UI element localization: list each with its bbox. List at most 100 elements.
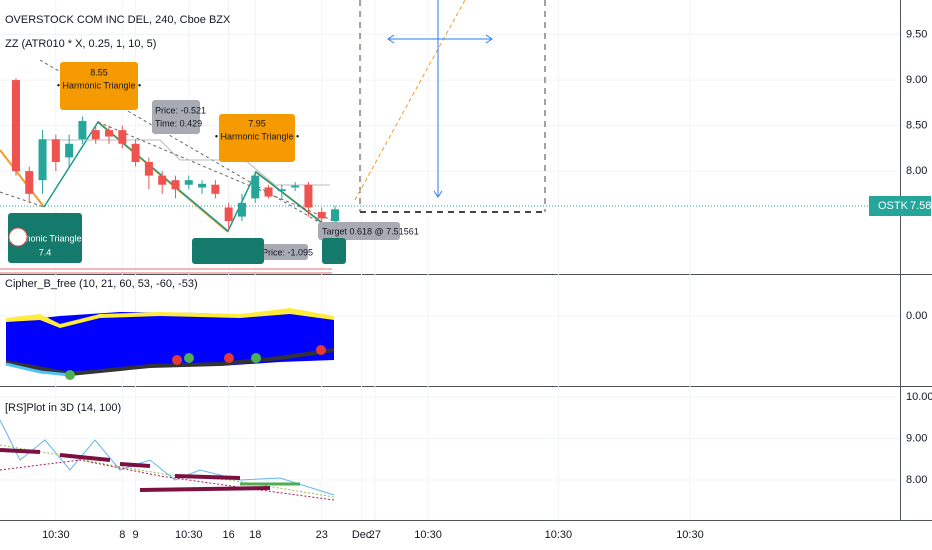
rs-bar: [139, 486, 271, 492]
x-tick-label: 18: [249, 529, 261, 541]
rs-bar: [119, 462, 151, 468]
callout-text: 7.95: [248, 118, 266, 128]
rs-bar: [174, 474, 241, 480]
candle-body: [118, 130, 127, 144]
callout: [152, 100, 200, 134]
candle-body: [184, 180, 193, 185]
signal-dot: [184, 353, 194, 363]
callout-text: • Harmonic Triangle •: [57, 80, 141, 90]
rs-line: [0, 459, 335, 501]
candle-body: [65, 143, 74, 158]
wave-area: [6, 308, 334, 328]
candle-body: [51, 139, 60, 162]
signal-dot: [316, 345, 326, 355]
y-tick-label: 8.00: [906, 165, 927, 177]
x-tick-label: 10:30: [545, 529, 573, 541]
candle-body: [78, 121, 87, 140]
callout: [219, 114, 295, 162]
candle-body: [237, 202, 246, 217]
signal-dot: [65, 370, 75, 380]
money-flow: [5, 362, 71, 377]
rs-bar: [59, 453, 111, 462]
indicator-title: Cipher_B_free (10, 21, 60, 53, -60, -53): [5, 278, 198, 290]
projection: [0, 191, 45, 208]
callout-text: • Harmonic Triangle •: [3, 233, 87, 243]
callout: [60, 62, 138, 110]
callout-text: 7.4: [39, 247, 52, 257]
wave-area: [6, 310, 334, 372]
y-tick-label: 10.00: [906, 391, 932, 403]
callout-text: • Harmonic Triangle •: [215, 131, 299, 141]
cipher-drawing: [0, 268, 335, 380]
y-tick-label: 8.50: [906, 119, 927, 131]
price-badge: [869, 196, 931, 216]
callout: [318, 222, 400, 240]
candle-body: [171, 180, 180, 190]
x-tick-label: 16: [223, 529, 235, 541]
candle-body: [251, 175, 260, 199]
y-tick-label: 9.50: [906, 28, 927, 40]
x-tick-label: 10:30: [414, 529, 442, 541]
arrow-head: [433, 190, 443, 198]
callout-text: 8.55: [90, 67, 108, 77]
y-tick-label: 8.00: [906, 474, 927, 486]
symbol-label: OSTK: [878, 200, 909, 212]
candle-body: [105, 130, 114, 137]
candle-body: [91, 130, 100, 140]
rs-bar: [0, 448, 41, 454]
candle-body: [331, 209, 340, 222]
candle-body: [317, 212, 326, 219]
x-tick-label: 10:30: [676, 529, 704, 541]
callout-text: Target 0.618 @ 7.51561: [322, 226, 419, 236]
x-tick-label: 27: [369, 529, 381, 541]
x-tick-label: Dec: [352, 529, 372, 541]
candle-body: [38, 139, 47, 181]
x-tick-label: 10:30: [42, 529, 70, 541]
candle-body: [264, 187, 273, 197]
candle-body: [277, 189, 286, 192]
callout-text: Price: -0.521: [155, 105, 206, 115]
y-tick-label: 0.00: [906, 310, 927, 322]
projection: [354, 0, 466, 201]
rs-drawing: [0, 419, 335, 501]
signal-dot: [251, 353, 261, 363]
candle-body: [291, 185, 300, 188]
trend-line: [42, 139, 330, 186]
x-tick-label: 23: [316, 529, 328, 541]
candle-body: [211, 184, 220, 194]
last-price-label: 7.58: [910, 200, 931, 212]
candle-body: [224, 207, 233, 222]
chart-title: OVERSTOCK COM INC DEL, 240, Cboe BZX: [5, 14, 231, 26]
candle-body: [304, 184, 313, 208]
candle-body: [25, 171, 34, 194]
candles: [11, 78, 340, 231]
callout: [258, 244, 308, 260]
projection: [97, 121, 361, 233]
y-tick-label: 9.00: [906, 432, 927, 444]
candle-body: [144, 161, 153, 176]
callout: [322, 238, 346, 264]
indicator-title: ZZ (ATR010 * X, 0.25, 1, 10, 5): [5, 38, 156, 50]
logo: [8, 227, 28, 247]
callout-text: Time: 0.429: [155, 118, 202, 128]
y-tick-label: 9.00: [906, 74, 927, 86]
callout: [8, 213, 82, 263]
arrow-head: [485, 34, 493, 44]
x-tick-label: 10:30: [175, 529, 203, 541]
indicator-title: [RS]Plot in 3D (14, 100): [5, 402, 121, 414]
signal-dot: [224, 353, 234, 363]
arrow-head: [387, 34, 395, 44]
candle-body: [198, 183, 207, 188]
callout-text: Price: -1.095: [262, 247, 313, 257]
zigzag-leg: [0, 149, 45, 208]
callout: [192, 238, 264, 264]
candle-body: [11, 80, 20, 172]
signal-dot: [172, 355, 182, 365]
candle-body: [158, 175, 167, 185]
candle-body: [131, 143, 140, 162]
x-tick-label: 9: [133, 529, 139, 541]
x-tick-label: 8: [119, 529, 125, 541]
money-flow: [5, 348, 335, 377]
